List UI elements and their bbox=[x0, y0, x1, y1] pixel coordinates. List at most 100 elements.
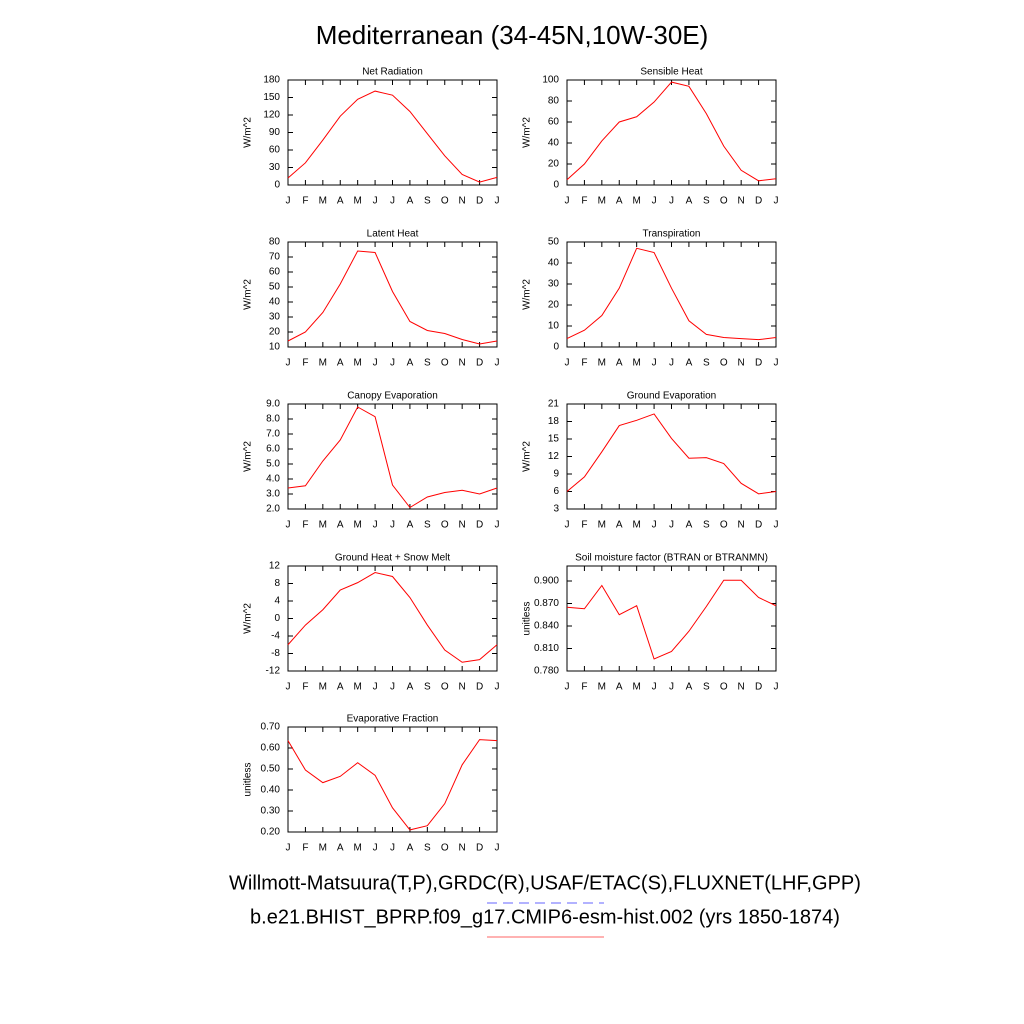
y-tick-label: 6.0 bbox=[266, 444, 280, 455]
y-tick-label: 8 bbox=[274, 578, 280, 589]
x-tick-label: M bbox=[632, 196, 640, 207]
y-tick-label: 0.60 bbox=[261, 743, 281, 754]
x-tick-label: J bbox=[652, 682, 657, 693]
y-tick-label: 20 bbox=[548, 300, 560, 311]
x-tick-label: J bbox=[373, 520, 378, 531]
y-tick-label: 40 bbox=[548, 258, 560, 269]
y-tick-label: 60 bbox=[548, 117, 560, 128]
footer-text: b.e21.BHIST_BPRP.f09_g17.CMIP6-esm-hist.… bbox=[250, 906, 840, 928]
x-tick-label: J bbox=[495, 358, 500, 369]
x-tick-label: D bbox=[476, 682, 483, 693]
x-tick-label: S bbox=[424, 196, 431, 207]
panel-title: Canopy Evaporation bbox=[347, 391, 438, 402]
figure-title: Mediterranean (34-45N,10W-30E) bbox=[316, 20, 709, 50]
y-tick-label: 60 bbox=[269, 267, 281, 278]
y-axis-label: W/m^2 bbox=[522, 279, 533, 310]
x-tick-label: F bbox=[581, 682, 587, 693]
x-tick-label: N bbox=[738, 196, 745, 207]
x-tick-label: S bbox=[703, 358, 710, 369]
y-tick-label: 4 bbox=[274, 596, 280, 607]
x-tick-label: M bbox=[353, 358, 361, 369]
x-tick-label: M bbox=[319, 520, 327, 531]
y-tick-label: 0.780 bbox=[534, 666, 559, 677]
x-tick-label: A bbox=[616, 682, 623, 693]
data-line bbox=[287, 406, 498, 509]
x-tick-label: J bbox=[774, 682, 779, 693]
x-tick-label: N bbox=[738, 682, 745, 693]
x-tick-label: J bbox=[286, 520, 291, 531]
x-tick-label: S bbox=[703, 682, 710, 693]
y-tick-label: 40 bbox=[269, 297, 281, 308]
data-line bbox=[566, 247, 777, 341]
x-tick-label: A bbox=[337, 843, 344, 854]
x-tick-label: S bbox=[703, 520, 710, 531]
x-tick-label: A bbox=[686, 520, 693, 531]
x-tick-label: F bbox=[302, 682, 308, 693]
x-tick-label: A bbox=[407, 196, 414, 207]
x-tick-label: J bbox=[669, 682, 674, 693]
y-tick-label: 0.50 bbox=[261, 764, 281, 775]
plot-frame bbox=[566, 241, 777, 348]
y-tick-label: 5.0 bbox=[266, 459, 280, 470]
y-tick-label: 50 bbox=[269, 282, 281, 293]
y-tick-label: 7.0 bbox=[266, 429, 280, 440]
y-axis-label: W/m^2 bbox=[243, 603, 254, 634]
y-tick-label: 9 bbox=[553, 469, 559, 480]
y-axis-label: W/m^2 bbox=[522, 441, 533, 472]
data-line bbox=[566, 81, 777, 182]
x-tick-label: N bbox=[459, 196, 466, 207]
y-axis-label: W/m^2 bbox=[243, 117, 254, 148]
x-tick-label: J bbox=[390, 358, 395, 369]
x-tick-label: J bbox=[390, 843, 395, 854]
y-axis-label: unitless bbox=[522, 602, 533, 636]
y-tick-label: 18 bbox=[548, 416, 560, 427]
y-tick-label: 10 bbox=[269, 342, 281, 353]
y-tick-label: -8 bbox=[271, 648, 280, 659]
y-tick-label: 60 bbox=[269, 145, 281, 156]
y-axis-label: W/m^2 bbox=[522, 117, 533, 148]
x-tick-label: M bbox=[353, 520, 361, 531]
x-tick-label: A bbox=[337, 682, 344, 693]
x-tick-label: J bbox=[774, 358, 779, 369]
y-tick-label: 3 bbox=[553, 504, 559, 515]
x-tick-label: J bbox=[495, 520, 500, 531]
x-tick-label: J bbox=[495, 196, 500, 207]
x-tick-label: O bbox=[720, 520, 728, 531]
y-tick-label: 0.900 bbox=[534, 576, 559, 587]
y-tick-label: 180 bbox=[263, 75, 280, 86]
y-tick-label: 8.0 bbox=[266, 414, 280, 425]
x-tick-label: J bbox=[774, 520, 779, 531]
y-axis-label: W/m^2 bbox=[243, 441, 254, 472]
x-tick-label: N bbox=[738, 358, 745, 369]
x-tick-label: A bbox=[616, 196, 623, 207]
panel-title: Soil moisture factor (BTRAN or BTRANMN) bbox=[575, 553, 768, 564]
x-tick-label: O bbox=[441, 843, 449, 854]
plot-frame bbox=[287, 726, 498, 833]
plot-frame bbox=[287, 565, 498, 672]
x-tick-label: J bbox=[390, 196, 395, 207]
x-tick-label: F bbox=[302, 196, 308, 207]
x-tick-label: D bbox=[755, 358, 762, 369]
x-tick-label: A bbox=[407, 520, 414, 531]
panel-title: Evaporative Fraction bbox=[347, 714, 439, 725]
x-tick-label: D bbox=[755, 682, 762, 693]
x-tick-label: J bbox=[652, 358, 657, 369]
x-tick-label: A bbox=[337, 196, 344, 207]
x-tick-label: O bbox=[441, 520, 449, 531]
x-tick-label: A bbox=[686, 358, 693, 369]
x-tick-label: A bbox=[616, 358, 623, 369]
plot-frame bbox=[287, 241, 498, 348]
y-tick-label: 4.0 bbox=[266, 474, 280, 485]
x-tick-label: A bbox=[616, 520, 623, 531]
y-tick-label: 0.840 bbox=[534, 621, 559, 632]
y-tick-label: 80 bbox=[269, 237, 281, 248]
x-tick-label: J bbox=[565, 520, 570, 531]
x-tick-label: J bbox=[565, 682, 570, 693]
x-tick-label: J bbox=[565, 358, 570, 369]
x-tick-label: D bbox=[476, 196, 483, 207]
data-line bbox=[287, 250, 498, 345]
y-tick-label: 0.40 bbox=[261, 785, 281, 796]
x-tick-label: J bbox=[652, 520, 657, 531]
